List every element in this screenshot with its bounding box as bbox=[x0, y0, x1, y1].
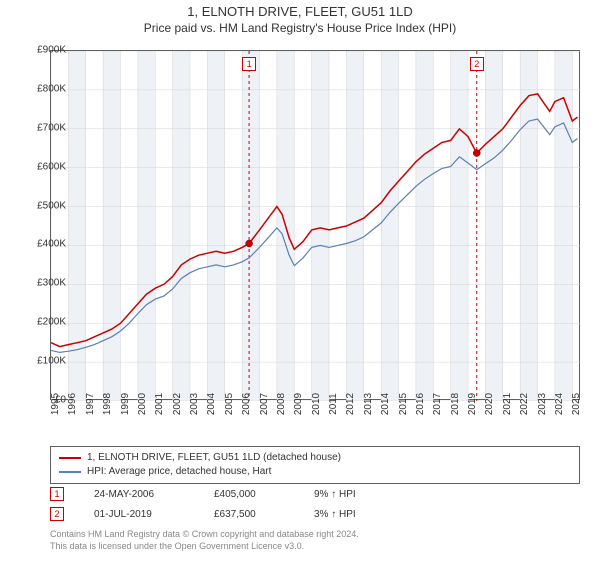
y-tick-label: £500K bbox=[37, 200, 66, 211]
x-tick-label: 1997 bbox=[85, 393, 96, 415]
x-tick-label: 1999 bbox=[120, 393, 131, 415]
x-tick-label: 2004 bbox=[206, 393, 217, 415]
y-tick-label: £400K bbox=[37, 239, 66, 250]
chart-svg bbox=[51, 51, 581, 401]
sale-price: £637,500 bbox=[214, 509, 284, 520]
x-tick-label: 2018 bbox=[450, 393, 461, 415]
x-tick-label: 2005 bbox=[224, 393, 235, 415]
chart-container: 1, ELNOTH DRIVE, FLEET, GU51 1LD Price p… bbox=[0, 4, 600, 564]
sale-delta: 9% ↑ HPI bbox=[314, 489, 356, 500]
x-tick-label: 2003 bbox=[189, 393, 200, 415]
x-tick-label: 2024 bbox=[554, 393, 565, 415]
x-tick-label: 2010 bbox=[311, 393, 322, 415]
legend-label-property: 1, ELNOTH DRIVE, FLEET, GU51 1LD (detach… bbox=[87, 451, 341, 465]
x-tick-label: 2022 bbox=[519, 393, 530, 415]
y-tick-label: £600K bbox=[37, 161, 66, 172]
legend-item-hpi: HPI: Average price, detached house, Hart bbox=[59, 465, 571, 479]
footer-line: This data is licensed under the Open Gov… bbox=[50, 540, 580, 552]
x-tick-label: 2019 bbox=[467, 393, 478, 415]
x-tick-label: 2013 bbox=[363, 393, 374, 415]
x-tick-label: 2006 bbox=[241, 393, 252, 415]
legend: 1, ELNOTH DRIVE, FLEET, GU51 1LD (detach… bbox=[50, 446, 580, 484]
chart-sale-marker-2: 2 bbox=[470, 57, 484, 71]
x-tick-label: 1996 bbox=[67, 393, 78, 415]
chart-title: 1, ELNOTH DRIVE, FLEET, GU51 1LD bbox=[0, 4, 600, 19]
legend-swatch-property bbox=[59, 457, 81, 459]
sale-marker-1: 1 bbox=[50, 487, 64, 501]
table-row: 2 01-JUL-2019 £637,500 3% ↑ HPI bbox=[50, 504, 580, 524]
x-tick-label: 2020 bbox=[484, 393, 495, 415]
x-tick-label: 2007 bbox=[259, 393, 270, 415]
chart-sale-marker-1: 1 bbox=[242, 57, 256, 71]
footer-line: Contains HM Land Registry data © Crown c… bbox=[50, 528, 580, 540]
x-tick-label: 2025 bbox=[571, 393, 582, 415]
x-tick-label: 2014 bbox=[380, 393, 391, 415]
x-tick-label: 1995 bbox=[50, 393, 61, 415]
x-tick-label: 2023 bbox=[537, 393, 548, 415]
x-tick-label: 2001 bbox=[154, 393, 165, 415]
x-tick-label: 2000 bbox=[137, 393, 148, 415]
x-tick-label: 2017 bbox=[432, 393, 443, 415]
sale-price: £405,000 bbox=[214, 489, 284, 500]
x-tick-label: 1998 bbox=[102, 393, 113, 415]
sale-date: 24-MAY-2006 bbox=[94, 489, 184, 500]
footer-attribution: Contains HM Land Registry data © Crown c… bbox=[50, 528, 580, 552]
legend-item-property: 1, ELNOTH DRIVE, FLEET, GU51 1LD (detach… bbox=[59, 451, 571, 465]
legend-label-hpi: HPI: Average price, detached house, Hart bbox=[87, 465, 271, 479]
y-tick-label: £100K bbox=[37, 356, 66, 367]
y-tick-label: £700K bbox=[37, 122, 66, 133]
x-tick-label: 2012 bbox=[345, 393, 356, 415]
x-tick-label: 2002 bbox=[172, 393, 183, 415]
sale-date: 01-JUL-2019 bbox=[94, 509, 184, 520]
chart-subtitle: Price paid vs. HM Land Registry's House … bbox=[0, 21, 600, 35]
y-tick-label: £800K bbox=[37, 83, 66, 94]
plot-area: 12 bbox=[50, 50, 580, 400]
sale-delta: 3% ↑ HPI bbox=[314, 509, 356, 520]
x-tick-label: 2015 bbox=[398, 393, 409, 415]
x-tick-label: 2021 bbox=[502, 393, 513, 415]
x-tick-label: 2011 bbox=[328, 393, 339, 415]
y-tick-label: £900K bbox=[37, 45, 66, 56]
x-tick-label: 2009 bbox=[293, 393, 304, 415]
x-tick-label: 2016 bbox=[415, 393, 426, 415]
sale-marker-2: 2 bbox=[50, 507, 64, 521]
y-tick-label: £200K bbox=[37, 317, 66, 328]
y-tick-label: £300K bbox=[37, 278, 66, 289]
legend-swatch-hpi bbox=[59, 471, 81, 473]
sales-table: 1 24-MAY-2006 £405,000 9% ↑ HPI 2 01-JUL… bbox=[50, 484, 580, 524]
table-row: 1 24-MAY-2006 £405,000 9% ↑ HPI bbox=[50, 484, 580, 504]
x-tick-label: 2008 bbox=[276, 393, 287, 415]
